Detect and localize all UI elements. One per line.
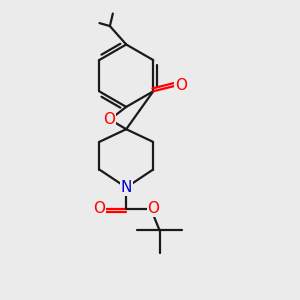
Text: O: O (93, 201, 105, 216)
Text: N: N (121, 180, 132, 195)
Text: O: O (148, 201, 160, 216)
Text: O: O (103, 112, 115, 127)
Text: O: O (175, 78, 187, 93)
